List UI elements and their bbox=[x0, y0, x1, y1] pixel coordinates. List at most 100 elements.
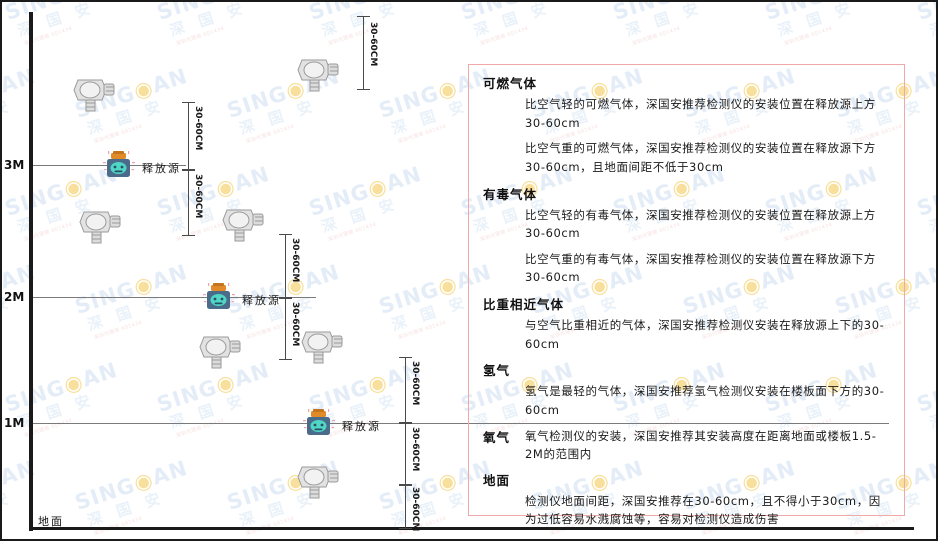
watermark-text: SING◉AN bbox=[306, 161, 425, 221]
panel-paragraph: 比空气重的可燃气体，深国安推荐检测仪的安装位置在释放源下方30-60cm，且地面… bbox=[525, 141, 876, 174]
watermark-sub: 深圳代理商 601434 bbox=[783, 25, 834, 48]
panel-paragraph: 氢气是最轻的气体，深国安推荐氢气检测仪安装在楼板面下方的30-60cm bbox=[525, 384, 885, 417]
watermark-cn: 深 国 安 bbox=[2, 96, 16, 138]
level-line-2m bbox=[31, 297, 316, 298]
panel-section-body: 与空气比重相近的气体，深国安推荐检测仪安装在释放源上下的30-60cm bbox=[483, 316, 892, 353]
panel-paragraph: 比空气轻的可燃气体，深国安推荐检测仪的安装位置在释放源上方30-60cm bbox=[525, 97, 876, 130]
dimension-label: 30-60CM bbox=[193, 174, 203, 219]
watermark-text: SING◉AN bbox=[914, 2, 936, 25]
panel-section: 地面 检测仪地面间距，深国安推荐在30-60cm，且不得小于30cm，因为过低容易… bbox=[483, 470, 892, 529]
panel-paragraph: 氧气检测仪的安装，深国安推荐其安装高度在距离地面或楼板1.5-2M的范围内 bbox=[525, 428, 877, 462]
panel-paragraph: 与空气比重相近的气体，深国安推荐检测仪安装在释放源上下的30-60cm bbox=[525, 318, 885, 351]
panel-section-body: 比空气轻的可燃气体，深国安推荐检测仪的安装位置在释放源上方30-60cm 比空气重… bbox=[483, 95, 892, 177]
panel-section: 氧气 氧气检测仪的安装，深国安推荐其安装高度在距离地面或楼板1.5-2M的范围内 bbox=[483, 427, 892, 468]
watermark-text: SING◉AN bbox=[458, 2, 543, 25]
watermark-sub: 深圳代理商 601434 bbox=[935, 7, 936, 47]
watermark-cn: 深 国 安 bbox=[167, 2, 250, 41]
watermark-sub: 深圳代理商 601434 bbox=[23, 417, 74, 440]
watermark-cn: 深 国 安 bbox=[471, 2, 554, 41]
watermark-sub: 深圳代理商 601434 bbox=[327, 25, 378, 48]
watermark-sub: 深圳代理商 601434 bbox=[479, 25, 530, 48]
panel-section-title: 可燃气体 bbox=[483, 76, 538, 91]
watermark-cn: 深 国 安 bbox=[167, 390, 250, 433]
release-source-label: 释放源 bbox=[342, 420, 381, 433]
watermark-sub: 深圳代理商 601434 bbox=[327, 221, 378, 244]
panel-section-body: 检测仪地面间距，深国安推荐在30-60cm，且不得小于30cm，因为过低容易水溅… bbox=[483, 492, 892, 529]
watermark-cn: 深 国 安 bbox=[319, 194, 402, 237]
panel-section-body: 氧气检测仪的安装，深国安推荐其安装高度在距离地面或楼板1.5-2M的范围内 bbox=[525, 427, 892, 468]
watermark-sub: 深圳代理商 601434 bbox=[2, 301, 47, 341]
dimension-label: 30-60CM bbox=[368, 22, 378, 67]
panel-section-body: 比空气轻的有毒气体，深国安推荐检测仪的安装位置在释放源上方30-60cm 比空气重… bbox=[483, 206, 892, 288]
watermark-sub: 深圳代理商 601434 bbox=[175, 417, 226, 440]
dimension-label: 30-60CM bbox=[193, 106, 203, 151]
gas-detector-icon bbox=[194, 327, 246, 373]
axis-label-1m: 1M bbox=[4, 416, 25, 430]
release-source-icon bbox=[102, 150, 136, 184]
gas-detector-icon bbox=[292, 50, 344, 96]
panel-section: 氢气 氢气是最轻的气体，深国安推荐氢气检测仪安装在楼板面下方的30-60cm bbox=[483, 360, 892, 419]
dimension-label: 30-60CM bbox=[410, 361, 420, 406]
axis-label-3m: 3M bbox=[4, 158, 25, 172]
panel-section: 比重相近气体与空气比重相近的气体，深国安推荐检测仪安装在释放源上下的30-60c… bbox=[483, 294, 892, 353]
dimension-label: 30-60CM bbox=[410, 427, 420, 472]
panel-section-title: 比重相近气体 bbox=[483, 297, 565, 312]
watermark-sub: 深圳代理商 601434 bbox=[175, 25, 226, 48]
gas-detector-icon bbox=[68, 70, 120, 116]
gas-detector-icon bbox=[217, 200, 269, 246]
vertical-axis bbox=[29, 12, 33, 531]
ground-label: 地面 bbox=[38, 515, 64, 528]
watermark-cn: 深 国 安 bbox=[927, 2, 936, 41]
release-source-icon bbox=[302, 408, 336, 442]
watermark-sub: 深圳代理商 601434 bbox=[93, 497, 199, 537]
panel-section-body: 氢气是最轻的气体，深国安推荐氢气检测仪安装在楼板面下方的30-60cm bbox=[483, 382, 892, 419]
watermark-sub: 深圳代理商 601434 bbox=[935, 399, 936, 439]
watermark-cn: 深 国 安 bbox=[623, 2, 706, 41]
release-source-label: 释放源 bbox=[242, 294, 281, 307]
watermark-text: SING◉AN bbox=[2, 357, 121, 417]
watermark-sub: 深圳代理商 601434 bbox=[935, 203, 936, 243]
panel-section-title: 地面 bbox=[483, 472, 511, 488]
watermark-text: SING◉AN bbox=[2, 2, 87, 25]
watermark-sub: 深圳代理商 601434 bbox=[23, 25, 74, 48]
ground-axis bbox=[29, 527, 914, 530]
gas-detector-icon bbox=[296, 322, 348, 368]
watermark-text: SING◉AN bbox=[2, 63, 39, 104]
watermark-text: SING◉AN bbox=[306, 2, 391, 25]
watermark-cn: 深 国 安 bbox=[927, 390, 936, 433]
watermark-text: SING◉AN bbox=[224, 259, 343, 319]
axis-label-2m: 2M bbox=[4, 290, 25, 304]
watermark-text: SING◉AN bbox=[610, 2, 695, 25]
watermark-cn: 深 国 安 bbox=[775, 2, 858, 41]
watermark-text: SING◉AN bbox=[762, 2, 847, 25]
panel-section: 有毒气体比空气轻的有毒气体，深国安推荐检测仪的安装位置在释放源上方30-60cm… bbox=[483, 184, 892, 288]
panel-paragraph: 检测仪地面间距，深国安推荐在30-60cm，且不得小于30cm，因为过低容易水溅… bbox=[525, 493, 881, 527]
panel-section: 可燃气体比空气轻的可燃气体，深国安推荐检测仪的安装位置在释放源上方30-60cm… bbox=[483, 73, 892, 177]
dimension-label: 30-60CM bbox=[290, 238, 300, 283]
info-panel: 可燃气体比空气轻的可燃气体，深国安推荐检测仪的安装位置在释放源上方30-60cm… bbox=[468, 64, 905, 526]
watermark-sub: 深圳代理商 601434 bbox=[2, 105, 47, 145]
watermark-text: SING◉AN bbox=[72, 259, 191, 319]
watermark-cn: 深 国 安 bbox=[85, 488, 168, 531]
watermark-text: SING◉AN bbox=[914, 374, 936, 417]
panel-section-title: 有毒气体 bbox=[483, 186, 538, 202]
panel-paragraph: 比空气轻的有毒气体，深国安推荐检测仪的安装位置在释放源上方30-60cm bbox=[525, 207, 876, 241]
gas-detector-icon bbox=[292, 457, 344, 503]
dimension-label: 30-60CM bbox=[410, 487, 420, 532]
panel-paragraph: 比空气重的有毒气体，深国安推荐检测仪的安装位置在释放源下方30-60cm bbox=[525, 251, 876, 285]
panel-section-title: 氢气 bbox=[483, 363, 511, 379]
watermark-cn: 深 国 安 bbox=[85, 292, 168, 335]
watermark-cn: 深 国 安 bbox=[927, 194, 936, 237]
release-source-icon bbox=[202, 282, 236, 316]
watermark-text: SING◉AN bbox=[914, 178, 936, 221]
release-source-label: 释放源 bbox=[142, 162, 181, 175]
